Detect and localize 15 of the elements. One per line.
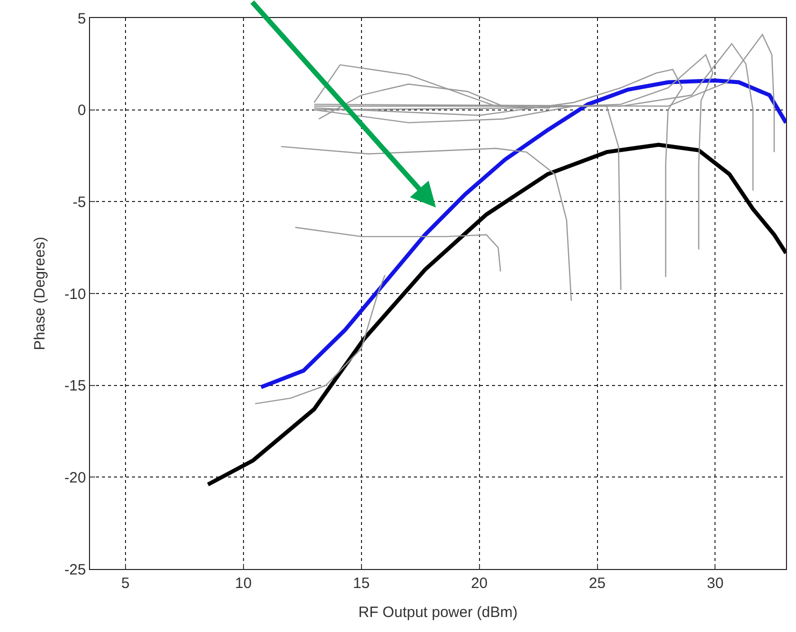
x-tick-label: 30 xyxy=(706,575,724,592)
x-tick-label: 15 xyxy=(352,575,370,592)
x-tick-label: 10 xyxy=(235,575,252,592)
y-tick-label: 0 xyxy=(78,102,86,120)
y-tick-label: 5 xyxy=(78,10,86,28)
x-axis-title: RF Output power (dBm) xyxy=(358,604,518,621)
x-tick-label: 20 xyxy=(470,575,488,592)
x-tick-label: 25 xyxy=(588,575,606,592)
y-tick-label: -15 xyxy=(64,378,86,395)
y-axis-title: Phase (Degrees) xyxy=(32,236,49,350)
y-tick-label: -20 xyxy=(64,469,86,486)
y-tick-label: -10 xyxy=(64,286,86,303)
y-tick-label: -25 xyxy=(64,561,86,578)
y-tick-label: -5 xyxy=(72,194,86,211)
x-tick-label: 5 xyxy=(121,575,130,592)
